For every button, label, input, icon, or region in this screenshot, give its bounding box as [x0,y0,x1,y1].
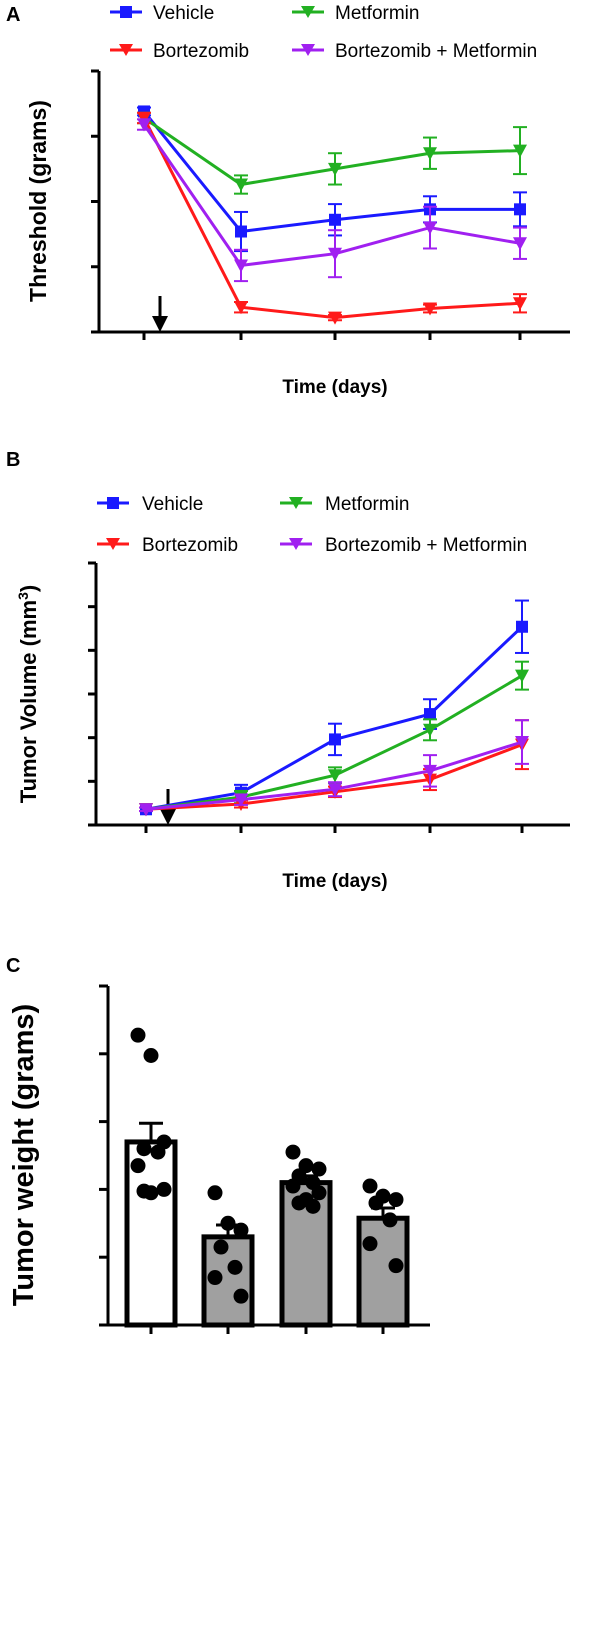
data-point-c-bortezomib-1 [220,1215,236,1231]
point-b-bortezomib-metformin-0 [139,803,153,817]
point-a-bortezomib-metformin-0 [137,118,151,132]
legend-a: Vehicle Metformin Bortezomib Bortezomib … [110,3,537,62]
point-a-bortezomib-4 [513,297,527,311]
legend-a-bortezomib: Bortezomib [110,41,249,62]
data-point-c-bortezomib-3 [213,1239,229,1255]
legend-a-bortezomib-label: Bortezomib [153,41,249,62]
point-a-metformin-1 [234,178,248,192]
data-point-c-bortezomib-2 [233,1222,249,1238]
y-axis-label-b-sup: 3 [15,592,31,600]
data-point-c-vehicle-5 [130,1158,146,1174]
point-b-metformin-2 [328,769,342,783]
point-b-bortezomib-metformin-2 [328,783,342,797]
data-point-c-bortezomib-metformin-4 [382,1212,398,1228]
legend-b-metformin-label: Metformin [325,494,409,515]
point-a-bortezomib-1 [234,301,248,315]
point-a-bortezomib-metformin-2 [328,247,342,261]
point-a-metformin-2 [328,162,342,176]
series-line-a-vehicle [142,110,520,234]
legend-b-metformin: Metformin [280,494,409,515]
series-a-bortezomib-metformin [137,118,527,283]
chart-c: Tumor weight (grams) [8,984,430,1334]
legend-b: Vehicle Metformin Bortezomib Bortezomib … [97,494,527,556]
panel-label-c: C [6,955,20,977]
legend-a-combo: Bortezomib + Metformin [292,41,537,62]
series-line-a-metformin [143,116,521,187]
axes-b [88,561,570,833]
point-b-bortezomib-metformin-4 [515,736,529,750]
data-point-c-bortezomib-0 [207,1185,223,1201]
data-point-c-vehicle-4 [150,1144,166,1160]
panel-label-b: B [6,449,20,471]
point-a-vehicle-4 [514,203,526,216]
y-axis-label-b: Tumor Volume (mm3) [15,585,41,803]
y-axis-label-a: Threshold (grams) [25,100,51,302]
data-point-c-bortezomib-6 [233,1288,249,1304]
data-point-c-vehicle-3 [136,1141,152,1157]
data-point-c-metformin-2 [311,1161,327,1177]
point-b-bortezomib-metformin-1 [234,793,248,807]
point-b-vehicle-3 [424,708,436,721]
panel-label-a: A [6,4,20,26]
point-b-metformin-3 [423,723,437,737]
data-point-c-metformin-5 [285,1178,301,1194]
point-a-metformin-3 [423,147,437,161]
y-axis-label-b-main: Tumor Volume (mm [16,600,41,803]
legend-b-combo: Bortezomib + Metformin [280,535,527,556]
legend-b-bortezomib-label: Bortezomib [142,535,238,556]
legend-a-vehicle-label: Vehicle [153,3,214,24]
legend-a-metformin-label: Metformin [335,3,419,24]
legend-b-vehicle-label: Vehicle [142,494,203,515]
data-point-c-bortezomib-4 [227,1259,243,1275]
point-a-bortezomib-metformin-3 [423,221,437,235]
point-b-vehicle-2 [329,733,341,746]
legend-a-vehicle: Vehicle [110,3,214,24]
point-b-metformin-4 [515,669,529,683]
data-point-c-metformin-9 [305,1198,321,1214]
chart-b: Vehicle Metformin Bortezomib Bortezomib … [15,494,570,892]
point-a-bortezomib-3 [423,302,437,316]
data-point-c-metformin-8 [291,1195,307,1211]
series-a-metformin [137,111,527,195]
point-b-bortezomib-metformin-3 [423,764,437,778]
data-point-c-bortezomib-metformin-2 [388,1192,404,1208]
data-point-c-metformin-6 [311,1185,327,1201]
point-a-metformin-4 [513,144,527,158]
x-axis-label-a: Time (days) [282,377,387,398]
point-a-vehicle-2 [329,213,341,226]
point-a-bortezomib-metformin-4 [513,237,527,251]
point-b-vehicle-4 [516,620,528,633]
data-point-c-bortezomib-5 [207,1270,223,1286]
series-line-a-bortezomib-metformin [142,123,521,268]
data-point-c-bortezomib-metformin-0 [362,1178,378,1194]
arrow-a [152,296,168,332]
legend-a-combo-label: Bortezomib + Metformin [335,41,537,62]
legend-b-vehicle: Vehicle [97,494,203,515]
point-a-vehicle-1 [235,225,247,238]
x-axis-label-b: Time (days) [282,871,387,892]
y-axis-label-c: Tumor weight (grams) [8,1004,40,1306]
data-point-c-metformin-0 [285,1144,301,1160]
legend-b-bortezomib: Bortezomib [97,535,238,556]
data-point-c-vehicle-6 [156,1181,172,1197]
point-a-bortezomib-metformin-1 [234,259,248,273]
legend-b-combo-label: Bortezomib + Metformin [325,535,527,556]
point-a-bortezomib-2 [328,311,342,325]
series-b-bortezomib-metformin [139,719,529,817]
data-point-c-vehicle-8 [136,1183,152,1199]
chart-a: Vehicle Metformin Bortezomib Bortezomib … [25,3,570,398]
data-point-c-vehicle-1 [143,1047,159,1063]
series-a-bortezomib [137,111,527,325]
data-point-c-bortezomib-metformin-5 [362,1236,378,1252]
data-point-c-bortezomib-metformin-3 [368,1195,384,1211]
legend-a-metformin: Metformin [292,3,419,24]
data-point-c-bortezomib-metformin-6 [388,1258,404,1274]
data-point-c-vehicle-0 [130,1027,146,1043]
axes-a [91,69,570,340]
y-axis-label-b-close: ) [16,585,41,592]
